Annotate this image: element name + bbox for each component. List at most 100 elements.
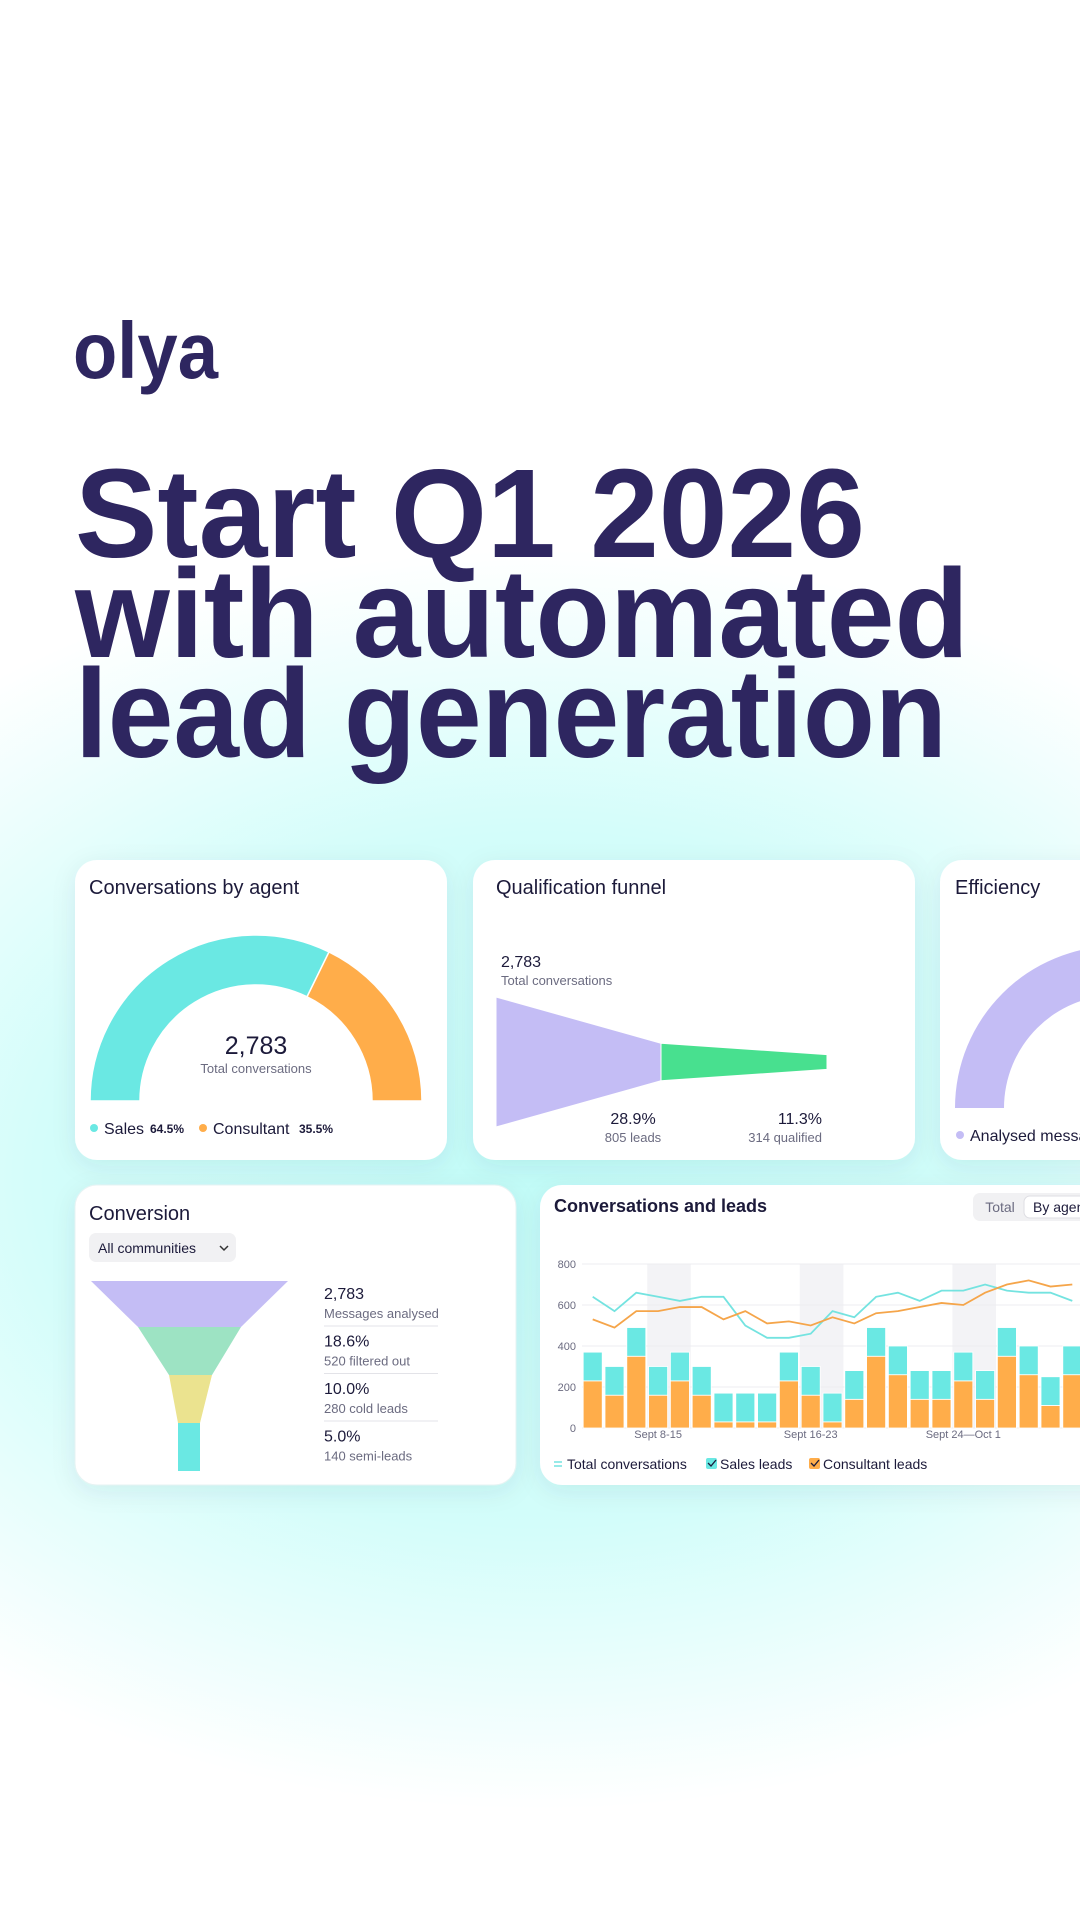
card [74, 1184, 517, 1486]
y-tick-label: 400 [558, 1341, 576, 1353]
legend-dot [199, 1124, 207, 1132]
step-caption: 140 semi-leads [324, 1449, 413, 1464]
line [592, 1279, 1073, 1329]
y-tick-label: 600 [558, 1300, 576, 1312]
bar [800, 1394, 821, 1429]
headline: lead generation [75, 643, 947, 784]
bar [604, 1394, 625, 1429]
legend-check [707, 1459, 717, 1467]
legend-dot [90, 1124, 98, 1132]
stage-caption: 805 leads [605, 1130, 662, 1145]
step-caption: 520 filtered out [324, 1354, 410, 1369]
bar [997, 1327, 1017, 1357]
bar [779, 1380, 799, 1429]
bar [909, 1370, 930, 1400]
dropdown-chevron [219, 1245, 229, 1252]
bar [1040, 1376, 1061, 1406]
bar [822, 1392, 843, 1423]
legend-label: Consultant leads [823, 1456, 927, 1472]
funnel-layer [169, 1375, 212, 1423]
x-tick-label: Sept 8-15 [634, 1429, 682, 1441]
funnel-stage [660, 1042, 828, 1082]
bar [582, 1380, 603, 1429]
step-value: 2,783 [324, 1286, 364, 1303]
bar [713, 1392, 734, 1423]
y-tick-label: 200 [558, 1382, 576, 1394]
bar [691, 1394, 712, 1429]
bar [582, 1351, 603, 1382]
legend-check [810, 1459, 820, 1467]
legend-value: 64.5% [150, 1122, 184, 1136]
legend-label: Consultant [213, 1121, 290, 1138]
bar [648, 1394, 668, 1429]
bar [604, 1366, 625, 1396]
bar [844, 1398, 865, 1429]
funnel-caption: Total conversations [501, 973, 613, 988]
bar [975, 1398, 995, 1429]
donut-segment [89, 934, 331, 1102]
legend-label: Analysed messages [970, 1128, 1080, 1145]
bar [757, 1421, 777, 1429]
bar [888, 1345, 908, 1376]
headline: with automated [74, 543, 969, 684]
bar [735, 1392, 756, 1423]
legend-label: Sales leads [720, 1456, 792, 1472]
bar [953, 1380, 974, 1429]
logo: olya [73, 306, 218, 395]
headline: Start Q1 2026 [75, 443, 865, 584]
dropdown-label: All communities [98, 1240, 196, 1256]
efficiency-arc [955, 950, 1080, 1108]
toggle-option: By agent [1033, 1199, 1080, 1215]
step-value: 5.0% [324, 1429, 360, 1446]
step-value: 10.0% [324, 1381, 369, 1398]
stage-caption: 314 qualified [748, 1130, 822, 1145]
bar [691, 1366, 712, 1396]
bar [866, 1355, 886, 1429]
bar [670, 1380, 690, 1429]
bar [779, 1351, 799, 1382]
card-title: Qualification funnel [496, 877, 666, 899]
funnel-total: 2,783 [501, 954, 541, 971]
legend-label: Sales [104, 1121, 144, 1138]
card [75, 860, 447, 1160]
stage-value: 28.9% [610, 1111, 655, 1128]
bar [670, 1351, 690, 1382]
donut-segment [306, 950, 423, 1102]
bar [1062, 1374, 1080, 1429]
step-value: 18.6% [324, 1334, 369, 1351]
legend-label: Total conversations [567, 1456, 687, 1472]
toggle-active[interactable] [1023, 1195, 1080, 1219]
bar [953, 1351, 974, 1382]
bar [626, 1327, 647, 1357]
x-tick-label: Sept 16-23 [784, 1429, 838, 1441]
dropdown[interactable] [89, 1233, 236, 1262]
toggle-option: Total [985, 1199, 1015, 1215]
funnel-layer [138, 1327, 241, 1375]
bar [1040, 1405, 1061, 1429]
bar [648, 1366, 668, 1396]
bar [1018, 1374, 1039, 1429]
bar [931, 1398, 952, 1429]
bar [1018, 1345, 1039, 1376]
legend-checkbox[interactable] [809, 1458, 820, 1469]
bar [931, 1370, 952, 1400]
bar [735, 1421, 756, 1429]
total-value: 2,783 [225, 1032, 288, 1060]
legend-checkbox[interactable] [706, 1458, 717, 1469]
stage-value: 11.3% [778, 1111, 822, 1128]
bar [822, 1421, 843, 1429]
card-title: Conversations by agent [89, 877, 300, 899]
bar [888, 1374, 908, 1429]
y-tick-label: 800 [558, 1259, 576, 1271]
bar [844, 1370, 865, 1400]
total-caption: Total conversations [200, 1061, 312, 1076]
card-title: Conversion [89, 1203, 190, 1225]
y-tick-label: 0 [570, 1423, 576, 1435]
funnel-layer [178, 1423, 200, 1471]
card-title: Efficiency [955, 877, 1040, 899]
legend-value: 35.5% [299, 1122, 333, 1136]
line [592, 1283, 1073, 1339]
bar [975, 1370, 995, 1400]
bar [713, 1421, 734, 1429]
